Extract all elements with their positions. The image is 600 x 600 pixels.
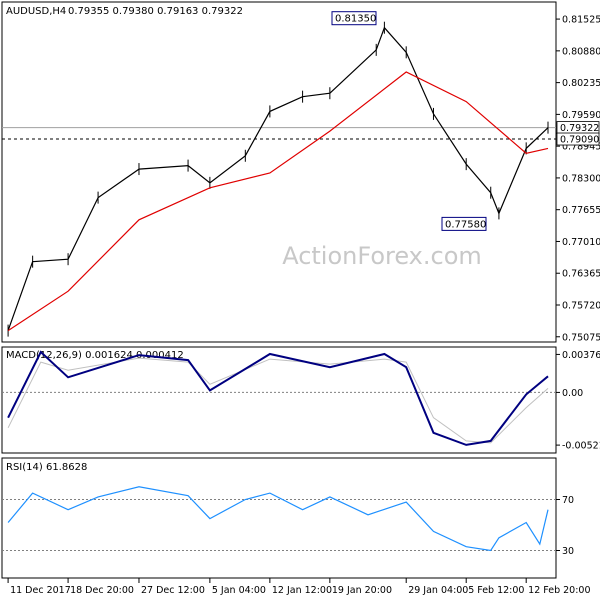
rsi-pane-frame: [1, 457, 557, 579]
price-y-tick-label: 0.75075: [562, 332, 600, 343]
rsi-y-tick-label: 30: [562, 546, 574, 557]
price-watermark: ActionForex.com: [282, 242, 482, 270]
price-annotation-box: [331, 11, 377, 26]
price-plot: [7, 21, 549, 337]
price-y-tick-label: 0.75720: [562, 301, 600, 312]
rsi-pane: RSI(14) 61.8628 70 30: [1, 457, 574, 579]
price-y-tick-label: 0.78945: [562, 142, 600, 153]
time-tick-label: 12 Jan 12:00: [272, 585, 332, 596]
rsi-plot: [2, 486, 556, 552]
macd-y-tick-label: 0.003762: [562, 350, 600, 361]
macd-line: [7, 350, 549, 446]
price-title: AUDUSD,H4: [6, 6, 66, 17]
macd-title: MACD(12,26,9) 0.001624 0.000412: [6, 350, 184, 361]
price-ohlc: 0.79355 0.79380 0.79163 0.79322: [68, 6, 243, 17]
price-marker-label: 0.79322: [560, 123, 599, 134]
macd-plot: [2, 350, 556, 446]
price-y-tick-label: 0.81525: [562, 15, 600, 26]
price-y-tick-label: 0.79590: [562, 110, 600, 121]
macd-pane: MACD(12,26,9) 0.001624 0.000412 0.003762…: [1, 346, 600, 454]
time-axis: 11 Dec 2017 18 Dec 20:00 27 Dec 12:00 5 Jan…: [7, 578, 591, 596]
time-tick-label: 19 Jan 20:00: [332, 585, 392, 596]
time-tick-label: 5 Jan 04:00: [212, 585, 266, 596]
price-y-tick-label: 0.77010: [562, 237, 600, 248]
macd-y-axis: 0.003762 0.00 -0.005216: [556, 350, 600, 452]
macd-y-tick-label: 0.00: [562, 388, 583, 399]
macd-y-tick-label: -0.005216: [562, 441, 600, 452]
moving-average-line: [7, 71, 549, 332]
price-marker-box: [556, 132, 600, 146]
price-marker-label: 0.79090: [560, 135, 599, 146]
price-pane: ActionForex.com AUDUSD,H4 0.79355 0.7938…: [1, 1, 600, 343]
price-y-tick-label: 0.76365: [562, 269, 600, 280]
price-reference-lines: [2, 127, 556, 140]
price-y-axis: 0.81525 0.80880 0.80235 0.79590 0.78945 0.783…: [556, 15, 600, 343]
time-tick-label: 11 Dec 2017: [10, 585, 71, 596]
price-annotation-label: 0.77580: [445, 219, 486, 230]
price-y-tick-label: 0.77655: [562, 205, 600, 216]
price-pane-frame: [1, 1, 557, 343]
time-tick-label: 12 Feb 20:00: [528, 585, 590, 596]
price-y-tick-label: 0.80235: [562, 78, 600, 89]
macd-pane-frame: [1, 346, 557, 454]
price-annotation-label: 0.81350: [335, 14, 376, 25]
time-tick-label: 18 Dec 20:00: [70, 585, 134, 596]
time-tick-label: 27 Dec 12:00: [141, 585, 205, 596]
price-close-line: [7, 26, 549, 331]
price-annotations: 0.81350 0.77580: [331, 11, 487, 231]
rsi-y-tick-label: 70: [562, 495, 574, 506]
price-y-tick-label: 0.80880: [562, 46, 600, 57]
time-tick-label: 5 Feb 12:00: [468, 585, 524, 596]
time-tick-label: 29 Jan 04:00: [408, 585, 468, 596]
rsi-line: [7, 486, 549, 552]
rsi-title: RSI(14) 61.8628: [6, 462, 87, 473]
price-annotation-box: [441, 216, 487, 231]
price-y-tick-label: 0.78300: [562, 173, 600, 184]
rsi-y-axis: 70 30: [556, 495, 574, 557]
